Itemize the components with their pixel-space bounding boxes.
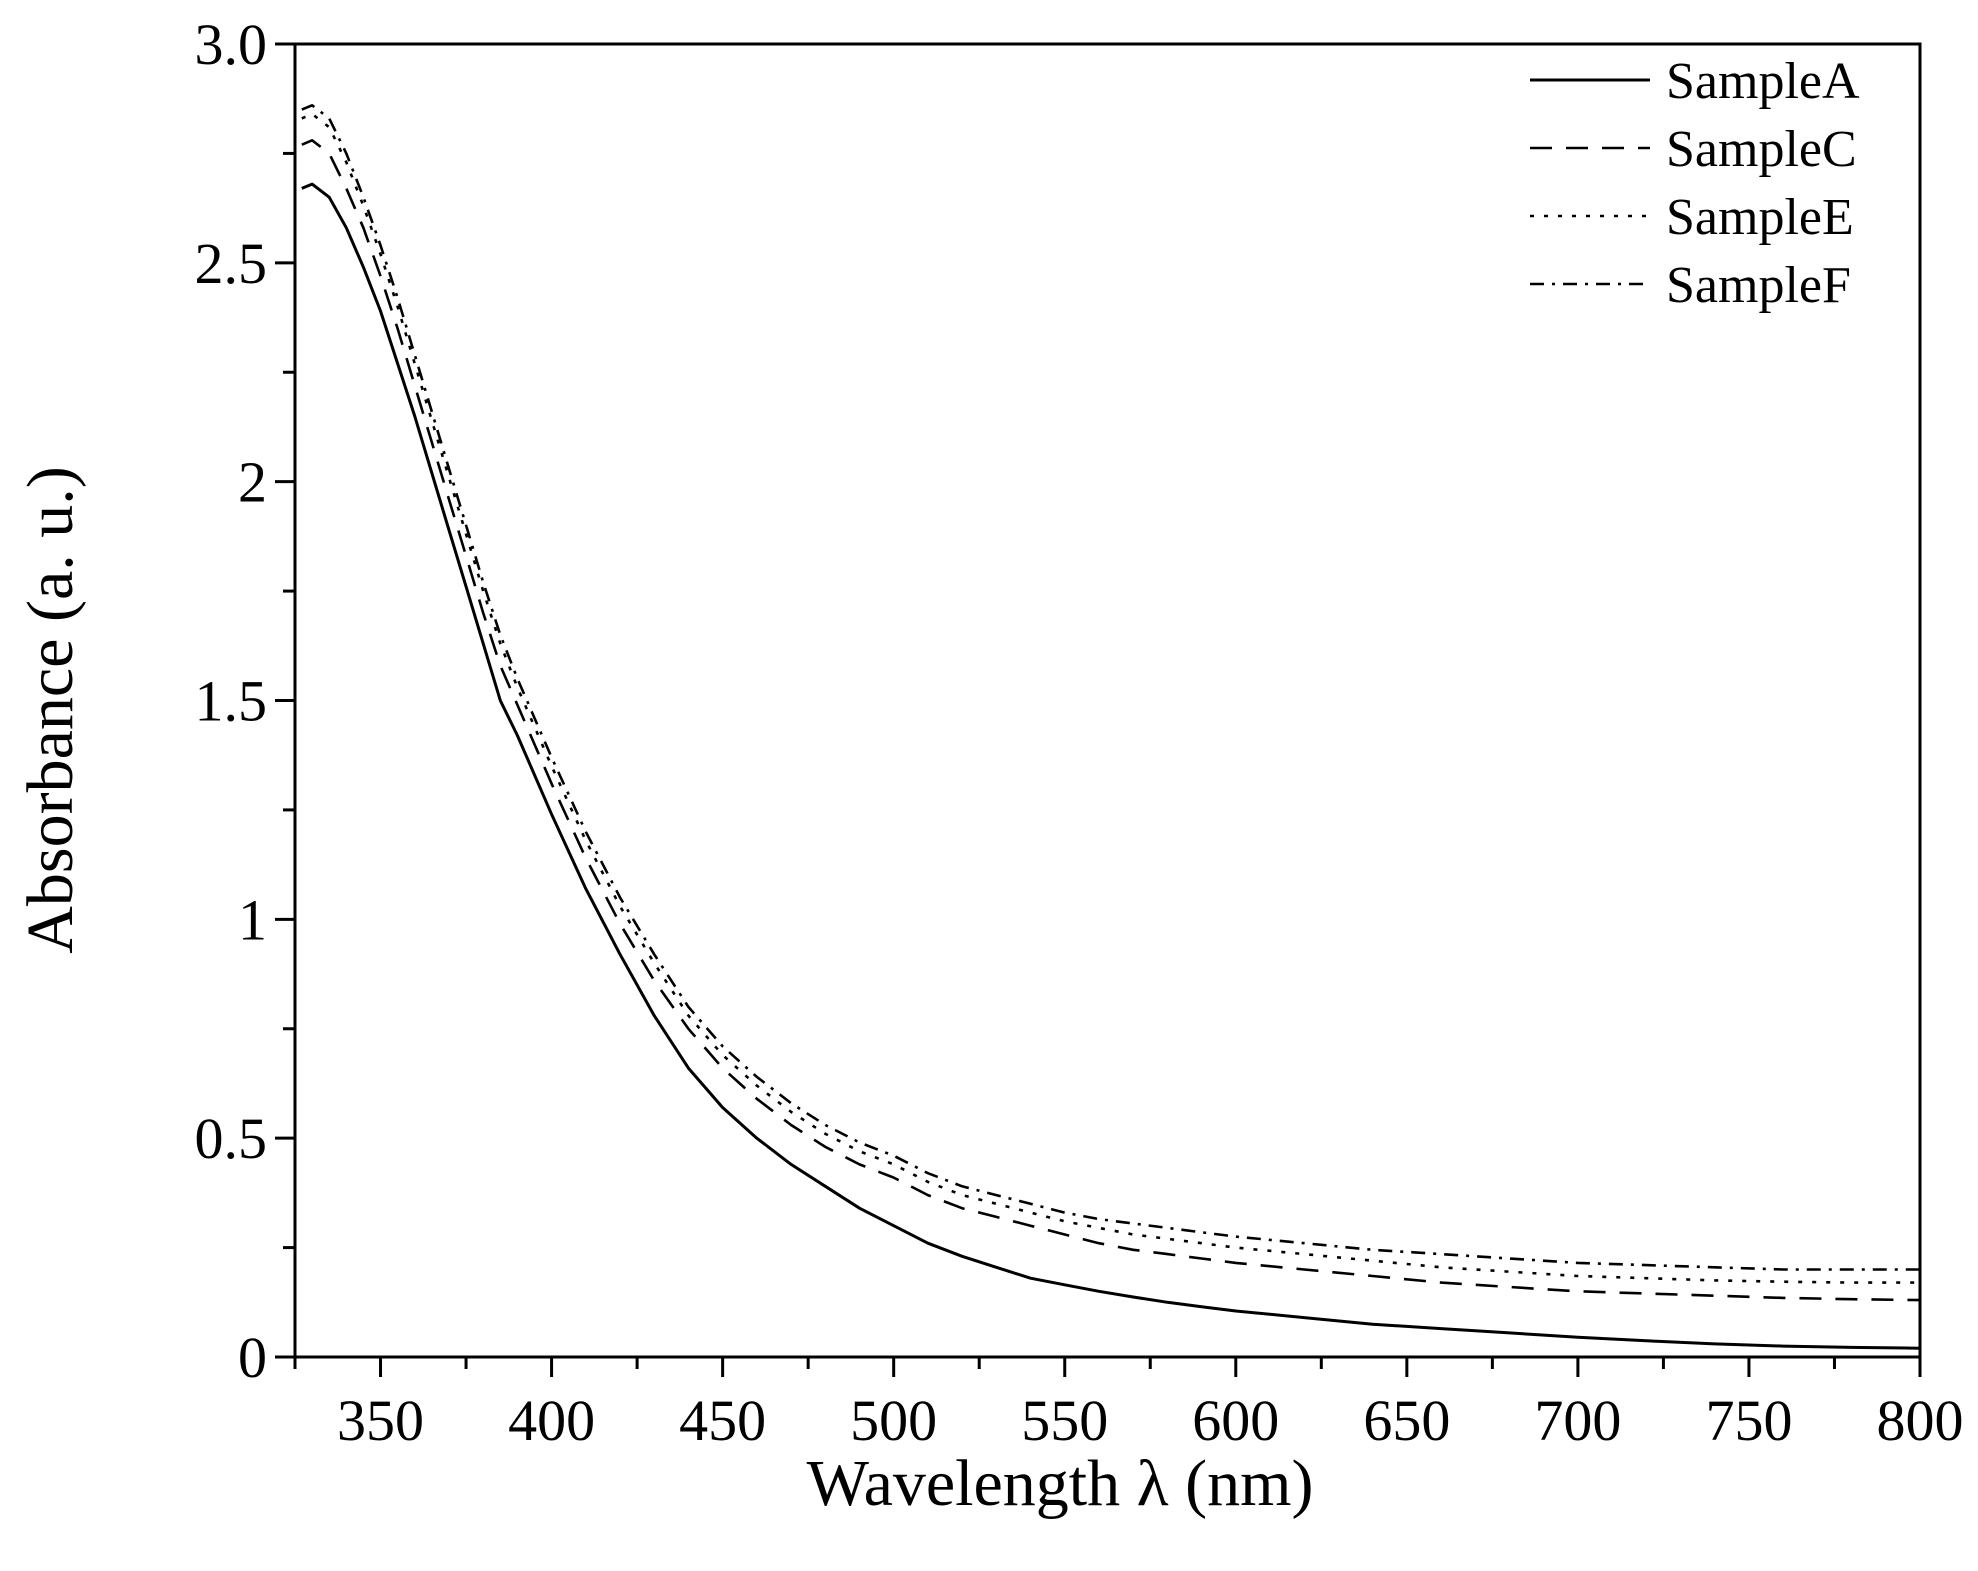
x-tick-label: 800	[1877, 1388, 1964, 1453]
axes-layer: 350 400 450 500 550 600 650 700 750 800 0 0.5 1 1.5 2 2…	[195, 12, 1964, 1453]
legend: SampleA SampleC SampleE SampleF	[1530, 53, 1860, 314]
x-tick-label: 350	[337, 1388, 424, 1453]
x-axis-title: Wavelength λ (nm)	[807, 1447, 1314, 1520]
y-tick-label: 2.5	[195, 231, 268, 296]
x-tick-label: 750	[1705, 1388, 1792, 1453]
series-line-samplea	[301, 182, 1921, 1350]
x-tick-label: 700	[1534, 1388, 1621, 1453]
y-axis-title: Absorbance (a. u.)	[14, 466, 87, 953]
legend-label-samplef: SampleF	[1666, 257, 1851, 314]
series-line-samplee	[301, 112, 1920, 1284]
series-line-samplef	[301, 104, 1920, 1271]
y-tick-label: 3.0	[195, 12, 268, 77]
x-tick-label: 550	[1021, 1388, 1108, 1453]
x-tick-label: 500	[850, 1388, 937, 1453]
legend-label-samplea: SampleA	[1666, 53, 1860, 110]
x-tick-label: 450	[679, 1388, 766, 1453]
series-line-samplec	[301, 139, 1921, 1302]
y-tick-label: 0.5	[195, 1106, 268, 1171]
y-tick-label: 1	[238, 887, 267, 952]
x-tick-label: 650	[1363, 1388, 1450, 1453]
legend-label-samplee: SampleE	[1666, 189, 1854, 246]
legend-label-samplec: SampleC	[1666, 121, 1857, 178]
y-tick-label: 2	[238, 450, 267, 515]
x-tick-label: 600	[1192, 1388, 1279, 1453]
x-tick-label: 400	[508, 1388, 595, 1453]
y-tick-label: 1.5	[195, 669, 268, 734]
y-tick-label: 0	[238, 1325, 267, 1390]
series-layer	[301, 104, 1921, 1350]
